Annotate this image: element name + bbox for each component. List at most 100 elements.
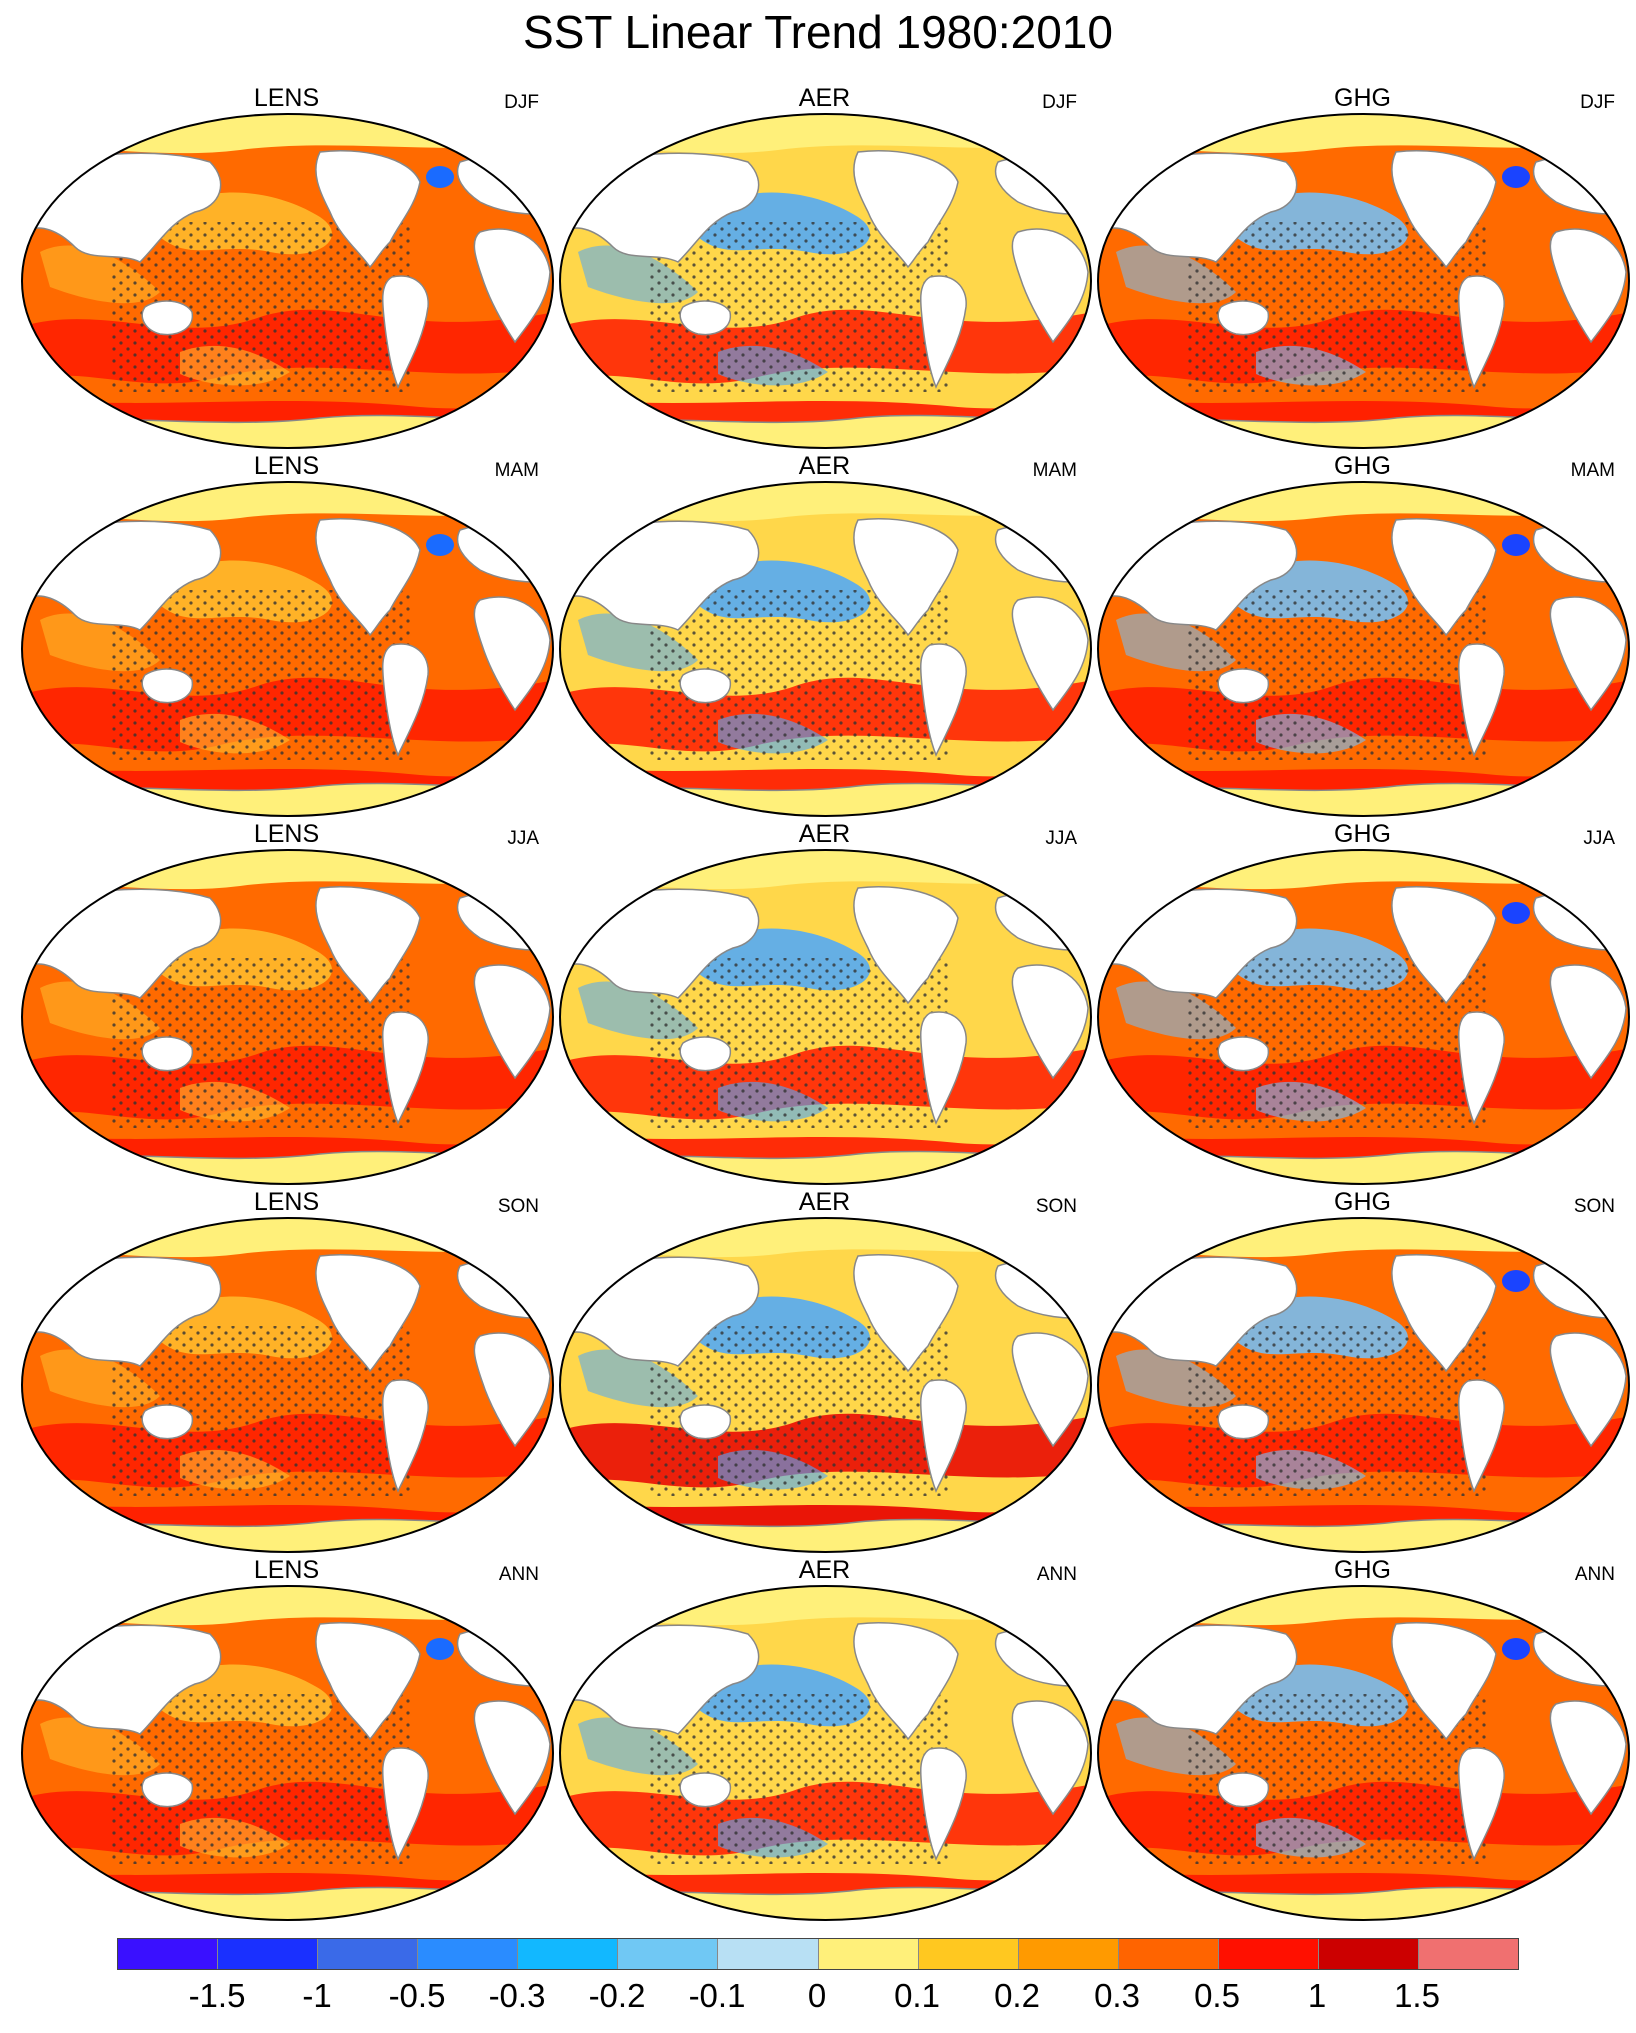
south-america-landmass — [919, 643, 967, 757]
antarctica-landmass — [1098, 1150, 1629, 1184]
antarctica-landmass — [560, 1886, 1091, 1920]
panel-model-label: GHG — [1334, 84, 1391, 112]
sst-trend-map — [1097, 481, 1630, 817]
south-america-landmass — [1457, 643, 1505, 757]
australia-landmass — [141, 1036, 194, 1072]
sst-trend-map — [1097, 113, 1630, 449]
australia-landmass — [1217, 1404, 1270, 1440]
map-panel-ghg-jja: GHG JJA — [1090, 820, 1635, 1190]
colorbar-tick-label: 0 — [807, 1977, 827, 2014]
australia-landmass — [679, 668, 732, 704]
north-america-landmass — [853, 886, 959, 1005]
map-border — [559, 113, 1092, 449]
colorbar — [117, 1938, 1519, 1970]
australia-landmass — [141, 1404, 194, 1440]
panel-model-label: GHG — [1334, 1188, 1391, 1216]
panel-model-label: GHG — [1334, 452, 1391, 480]
south-america-landmass — [919, 275, 967, 389]
africa-landmass — [473, 228, 551, 344]
panel-model-label: LENS — [253, 84, 320, 112]
panel-season-label: MAM — [494, 460, 539, 481]
north-atlantic-cooling-spot — [1502, 1270, 1530, 1292]
panel-season-label: ANN — [498, 1564, 539, 1585]
sst-trend-map — [21, 1217, 554, 1553]
sst-trend-map — [559, 849, 1092, 1185]
panel-season-label: JJA — [1045, 828, 1077, 849]
colorbar-tick-label: -1.5 — [188, 1977, 246, 2014]
australia-landmass — [679, 1772, 732, 1808]
colorbar-tick-label: -1 — [302, 1977, 332, 2014]
north-atlantic-cooling-spot — [426, 1638, 454, 1660]
sst-trend-map — [21, 1585, 554, 1921]
map-border — [21, 1585, 554, 1921]
colorbar-tick-label: 0.3 — [1094, 1977, 1140, 2014]
map-panel-lens-son: LENS SON — [14, 1188, 559, 1558]
africa-landmass — [1011, 1700, 1089, 1816]
panel-season-label: SON — [497, 1196, 539, 1217]
antarctica-landmass — [1098, 1518, 1629, 1552]
north-america-landmass — [315, 886, 421, 1005]
map-panel-lens-ann: LENS ANN — [14, 1556, 559, 1926]
panel-model-label: LENS — [253, 1188, 320, 1216]
map-border — [1097, 113, 1630, 449]
world-map — [20, 1584, 555, 1922]
colorbar-swatch — [518, 1939, 619, 1969]
south-america-landmass — [381, 1747, 429, 1861]
north-america-landmass — [1391, 518, 1497, 637]
panel-model-label: LENS — [253, 1556, 320, 1584]
world-map — [20, 480, 555, 818]
australia-landmass — [1217, 1036, 1270, 1072]
sst-trend-map — [21, 481, 554, 817]
map-border — [559, 849, 1092, 1185]
world-map — [20, 1216, 555, 1554]
colorbar-swatch — [718, 1939, 819, 1969]
panel-season-label: JJA — [507, 828, 539, 849]
panel-model-label: AER — [798, 1556, 851, 1584]
map-panel-lens-mam: LENS MAM — [14, 452, 559, 822]
panel-model-label: AER — [798, 84, 851, 112]
panel-model-label: GHG — [1334, 1556, 1391, 1584]
map-border — [559, 1585, 1092, 1921]
colorbar-tick-label: 1 — [1307, 1977, 1327, 2014]
australia-landmass — [141, 1772, 194, 1808]
africa-landmass — [1011, 596, 1089, 712]
south-america-landmass — [381, 275, 429, 389]
north-atlantic-cooling-spot — [1502, 534, 1530, 556]
sst-trend-map — [559, 481, 1092, 817]
australia-landmass — [141, 668, 194, 704]
world-map — [558, 112, 1093, 450]
north-america-landmass — [1391, 1622, 1497, 1741]
map-panel-aer-jja: AER JJA — [552, 820, 1097, 1190]
figure-title: SST Linear Trend 1980:2010 — [523, 6, 1113, 58]
sst-trend-map — [21, 849, 554, 1185]
africa-landmass — [1549, 596, 1627, 712]
map-border — [559, 1217, 1092, 1553]
south-america-landmass — [919, 1379, 967, 1493]
australia-landmass — [679, 1404, 732, 1440]
colorbar-swatch — [818, 1939, 919, 1969]
sst-trend-map — [559, 113, 1092, 449]
map-border — [21, 481, 554, 817]
antarctica-landmass — [560, 414, 1091, 448]
colorbar-swatch — [618, 1939, 719, 1969]
south-america-landmass — [919, 1747, 967, 1861]
north-america-landmass — [1391, 1254, 1497, 1373]
map-panel-lens-jja: LENS JJA — [14, 820, 559, 1190]
north-atlantic-cooling-spot — [1502, 902, 1530, 924]
africa-landmass — [473, 964, 551, 1080]
sst-trend-map — [1097, 1585, 1630, 1921]
world-map — [558, 480, 1093, 818]
map-border — [21, 849, 554, 1185]
antarctica-landmass — [1098, 414, 1629, 448]
world-map — [558, 1216, 1093, 1554]
colorbar-tick-label: -0.5 — [388, 1977, 446, 2014]
africa-landmass — [1011, 1332, 1089, 1448]
antarctica-landmass — [22, 1150, 553, 1184]
panel-season-label: DJF — [1580, 92, 1615, 113]
world-map — [1096, 848, 1631, 1186]
north-america-landmass — [315, 1622, 421, 1741]
africa-landmass — [1011, 964, 1089, 1080]
colorbar-swatch — [118, 1939, 219, 1969]
antarctica-landmass — [22, 1518, 553, 1552]
north-america-landmass — [853, 1622, 959, 1741]
